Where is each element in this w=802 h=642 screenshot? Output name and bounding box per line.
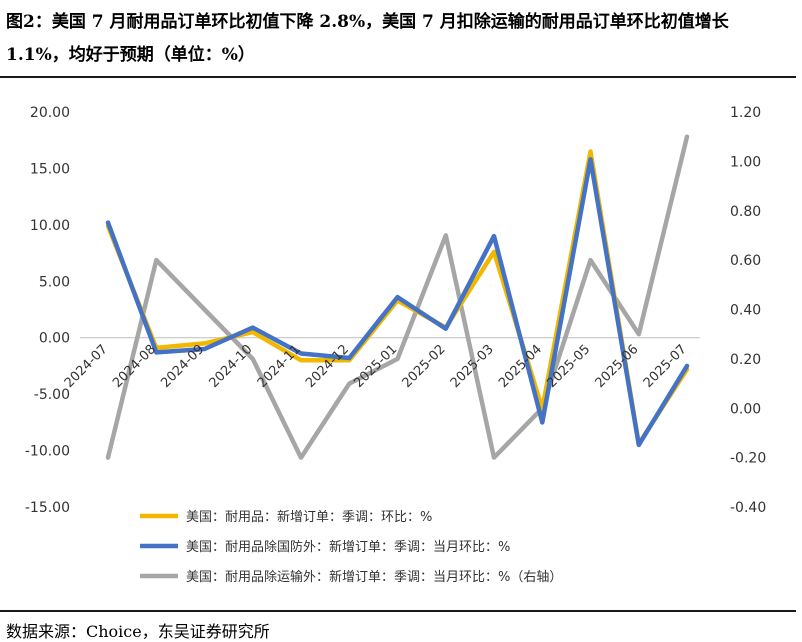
top-rule xyxy=(0,76,796,78)
right-axis-tick-label: 0.00 xyxy=(730,401,761,417)
left-axis-tick-label: -5.00 xyxy=(34,387,70,403)
figure-title: 图2：美国 7 月耐用品订单环比初值下降 2.8%，美国 7 月扣除运输的耐用品… xyxy=(6,12,729,65)
right-axis-tick-label: 0.20 xyxy=(730,352,761,368)
left-axis-tick-label: 0.00 xyxy=(39,331,70,347)
right-axis-tick-label: 1.20 xyxy=(730,105,761,121)
right-axis-tick-label: 0.40 xyxy=(730,303,761,319)
left-axis-tick-label: -15.00 xyxy=(25,500,70,516)
right-axis-tick-label: 1.00 xyxy=(730,154,761,170)
series-lines xyxy=(105,134,690,460)
x-axis-tick-label: 2025-04 xyxy=(496,342,545,391)
left-axis-tick-label: 20.00 xyxy=(30,105,70,121)
x-axis-tick-label: 2025-02 xyxy=(400,342,449,391)
series-line-3 xyxy=(105,134,690,460)
right-axis-ticks: 1.20 1.00 0.80 0.60 0.40 0.20 0.00 -0.20 -0.40 xyxy=(730,105,766,516)
x-axis-tick-label: 2024-10 xyxy=(207,342,256,391)
left-axis-tick-label: -10.00 xyxy=(25,444,70,460)
right-axis-tick-label: -0.20 xyxy=(730,451,766,467)
series-line-2 xyxy=(105,157,690,448)
right-axis-tick-label: 0.80 xyxy=(730,204,761,220)
x-axis-tick-label: 2025-06 xyxy=(593,342,642,391)
x-axis-tick-label: 2024-07 xyxy=(62,342,111,391)
left-axis-tick-label: 10.00 xyxy=(30,218,70,234)
right-axis-tick-label: 0.60 xyxy=(730,253,761,269)
source-note: 数据来源：Choice，东吴证券研究所 xyxy=(6,622,270,641)
legend: 美国：耐用品：新增订单：季调：环比：% 美国：耐用品除国防外：新增订单：季调：当月… xyxy=(140,509,562,585)
legend-label: 美国：耐用品除国防外：新增订单：季调：当月环比：% xyxy=(186,539,510,555)
x-axis-tick-label: 2025-07 xyxy=(641,342,690,391)
bottom-rule xyxy=(0,610,796,612)
left-axis-tick-label: 15.00 xyxy=(30,161,70,177)
x-axis-tick-label: 2024-12 xyxy=(303,342,352,391)
left-axis-tick-label: 5.00 xyxy=(39,274,70,290)
legend-label: 美国：耐用品除运输外：新增订单：季调：当月环比：%（右轴） xyxy=(186,569,562,585)
legend-label: 美国：耐用品：新增订单：季调：环比：% xyxy=(186,509,432,525)
right-axis-tick-label: -0.40 xyxy=(730,500,766,516)
left-axis-ticks: 20.00 15.00 10.00 5.00 0.00 -5.00 -10.00 -15.00 xyxy=(25,105,70,516)
